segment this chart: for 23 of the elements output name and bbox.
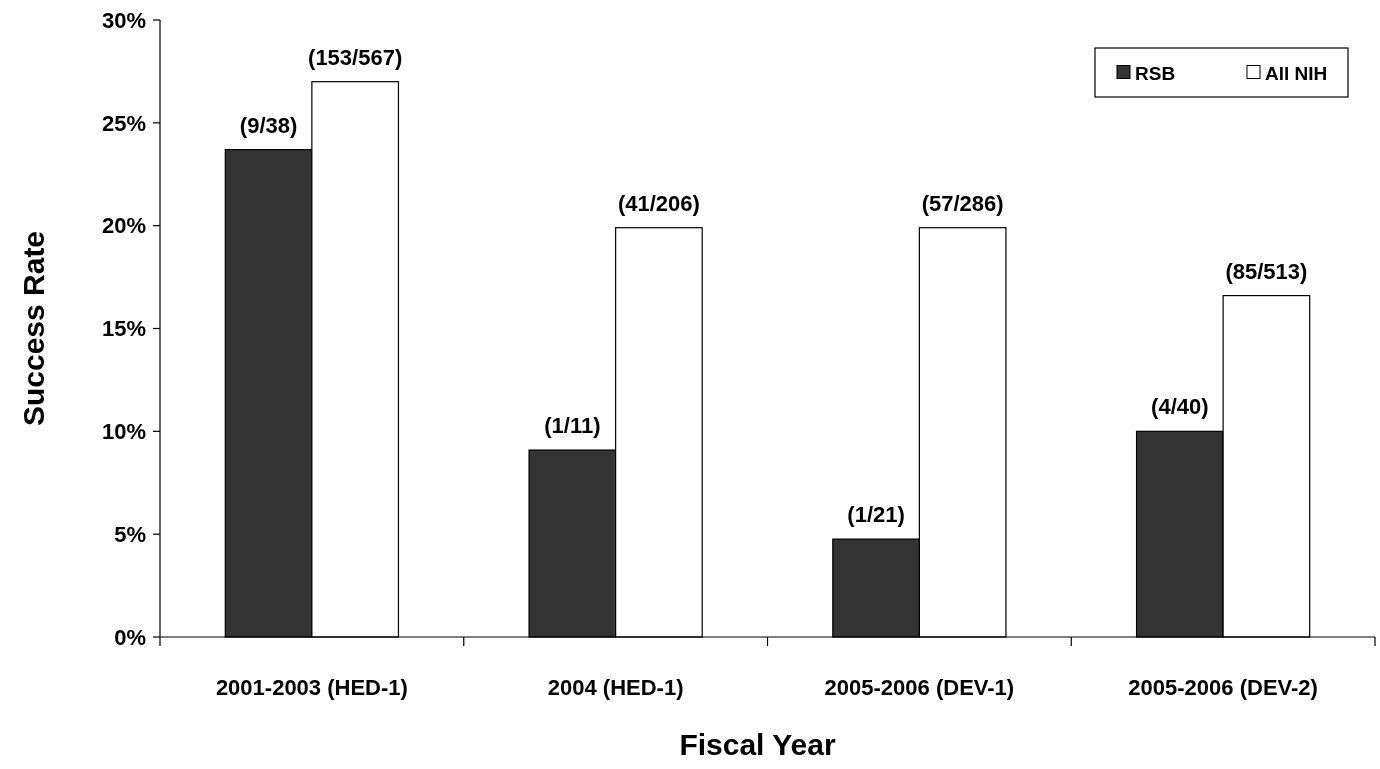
y-tick-label: 5% bbox=[114, 521, 146, 547]
x-axis-title: Fiscal Year bbox=[679, 728, 836, 761]
y-axis-title: Success Rate bbox=[17, 230, 50, 427]
y-tick-label: 25% bbox=[101, 110, 146, 136]
x-tick-label: 2005-2006 (DEV-2) bbox=[1128, 675, 1318, 700]
legend-label: RSB bbox=[1135, 62, 1176, 84]
data-label: (9/38) bbox=[239, 112, 298, 138]
legend-label: All NIH bbox=[1265, 62, 1328, 84]
data-label: (85/513) bbox=[1225, 258, 1308, 284]
y-tick-label: 30% bbox=[101, 7, 146, 33]
data-label: (41/206) bbox=[617, 190, 700, 216]
y-tick-label: 10% bbox=[101, 419, 146, 445]
data-label: (57/286) bbox=[921, 190, 1004, 216]
y-tick-label: 15% bbox=[101, 316, 146, 342]
data-label: (153/567) bbox=[308, 44, 403, 70]
x-tick-label: 2001-2003 (HED-1) bbox=[215, 675, 408, 700]
data-label: (1/11) bbox=[544, 413, 601, 439]
x-tick-label: 2004 (HED-1) bbox=[547, 675, 684, 700]
x-tick-label: 2005-2006 (DEV-1) bbox=[824, 675, 1015, 700]
data-label: (4/40) bbox=[1151, 394, 1209, 420]
y-tick-label: 20% bbox=[101, 213, 146, 239]
data-label: (1/21) bbox=[847, 502, 905, 528]
y-tick-label: 0% bbox=[114, 624, 146, 650]
